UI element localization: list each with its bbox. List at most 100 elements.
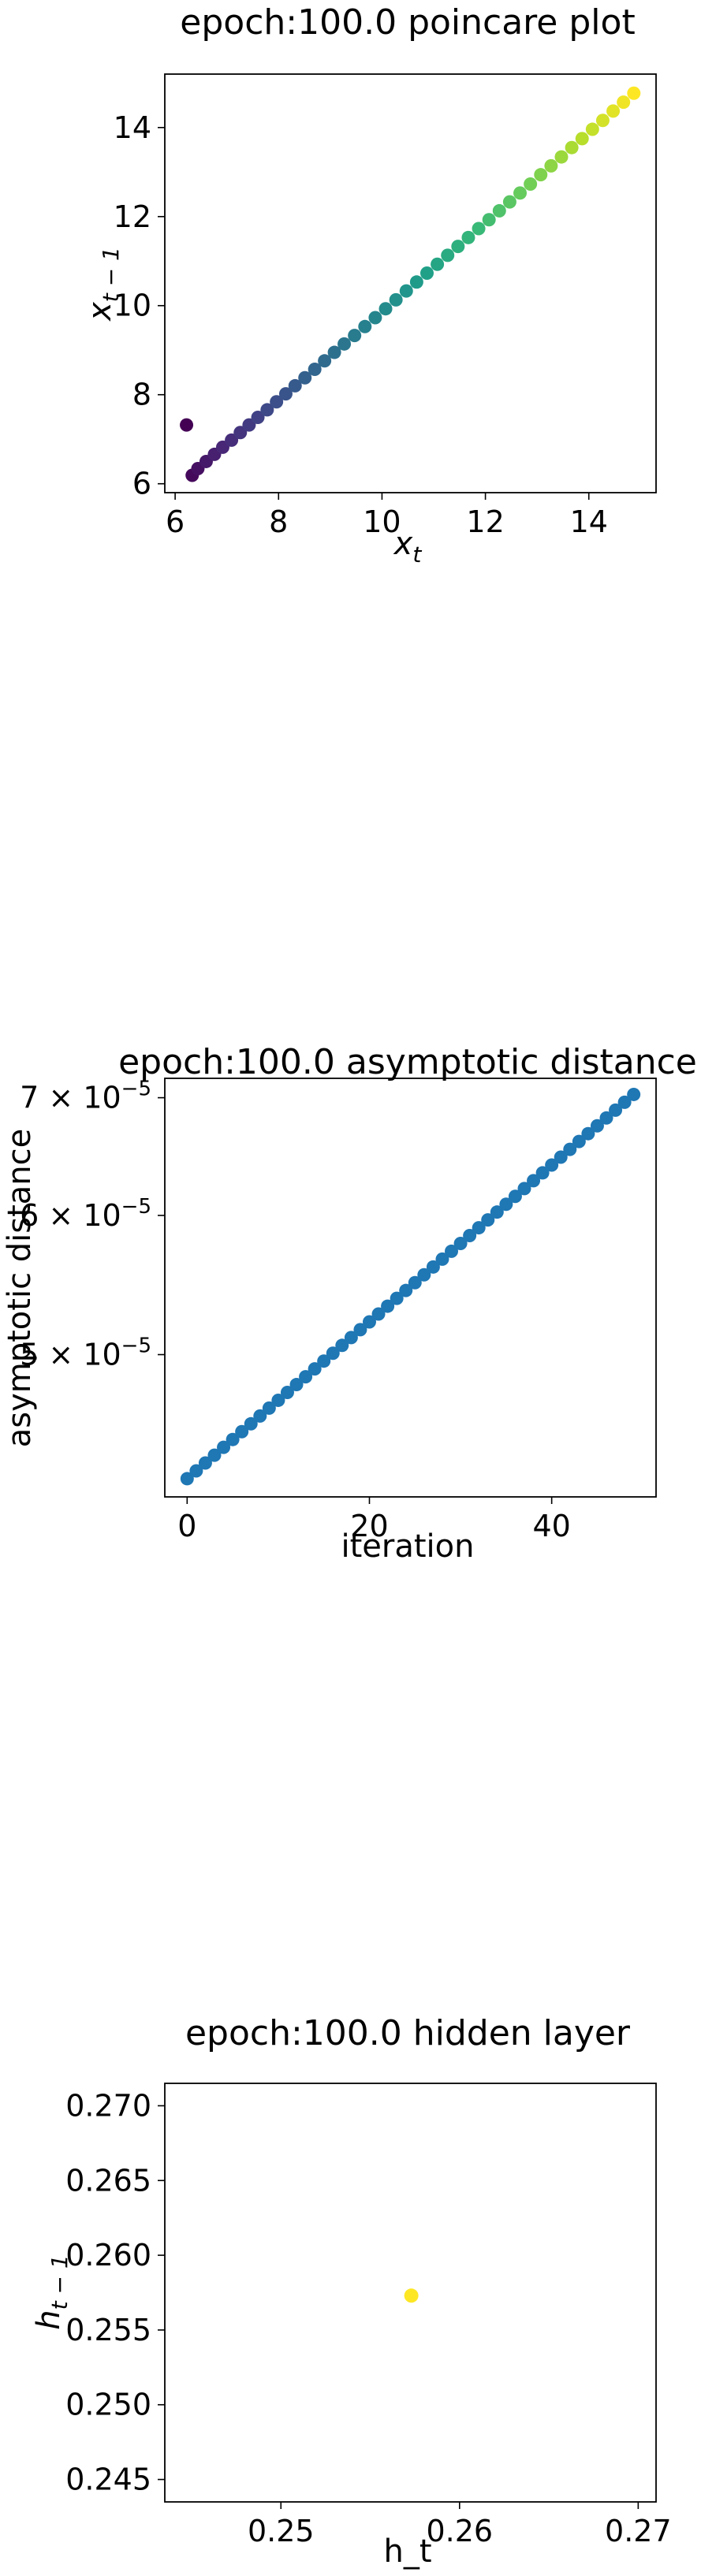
y-axis-label-subscript: t − 1	[98, 247, 124, 302]
data-point	[554, 1150, 568, 1164]
data-point	[399, 284, 413, 298]
data-point	[451, 240, 465, 254]
data-point	[554, 150, 569, 164]
x-tick-label: 0.25	[248, 2514, 315, 2548]
y-tick-label: 0.255	[65, 2313, 151, 2347]
data-point	[381, 1299, 395, 1313]
data-point	[308, 1362, 322, 1376]
data-point	[441, 248, 455, 262]
data-point	[499, 1197, 513, 1212]
data-point	[253, 1409, 267, 1423]
chart-poincare: epoch:100.0 poincare plot 6 8 10 12 14 6 8 10 12…	[82, 2, 657, 568]
data-point	[595, 114, 610, 128]
y-tick-label: 14	[114, 110, 151, 145]
data-point	[585, 122, 599, 136]
y-tick-label: 5 × 10−5	[20, 1335, 151, 1372]
x-tick-label: 0	[177, 1509, 196, 1543]
data-point	[368, 311, 382, 325]
data-point	[563, 1142, 577, 1156]
plot-frame	[164, 2083, 657, 2503]
data-point	[180, 418, 194, 432]
y-tick-label: 12	[114, 199, 151, 234]
data-point	[545, 1158, 559, 1172]
y-tick-label: 6 × 10−5	[20, 1195, 151, 1233]
data-point	[426, 1260, 440, 1274]
data-point	[502, 195, 516, 209]
y-tick-label-exponent: −5	[121, 1195, 151, 1219]
x-tick-label: 14	[570, 504, 608, 539]
x-tick-label: 12	[466, 504, 504, 539]
data-point	[472, 1221, 486, 1235]
data-point	[419, 266, 434, 281]
y-tick-label: 0.265	[65, 2163, 151, 2198]
x-axis-label: h_t	[383, 2533, 431, 2570]
data-point	[389, 292, 403, 307]
data-point	[337, 337, 352, 351]
chart-title: epoch:100.0 hidden layer	[185, 2013, 631, 2053]
plot-frame	[164, 73, 657, 493]
data-point	[358, 319, 372, 333]
data-point	[198, 1456, 212, 1470]
data-point	[399, 1283, 413, 1297]
data-point	[527, 1174, 541, 1188]
data-point	[461, 230, 475, 244]
data-point	[327, 345, 341, 359]
y-tick-label: 0.270	[65, 2088, 151, 2123]
y-axis-label: ht − 1	[31, 2254, 73, 2329]
data-point	[627, 1087, 641, 1101]
data-point	[482, 213, 496, 227]
y-tick-label: 0.245	[65, 2462, 151, 2497]
y-axis-label: asymptotic distance	[2, 1129, 38, 1448]
data-point	[289, 1378, 304, 1392]
x-tick-label: 8	[269, 504, 288, 539]
data-point	[463, 1229, 477, 1243]
chart-title: epoch:100.0 asymptotic distance	[118, 1042, 697, 1082]
data-point	[278, 387, 293, 401]
x-tick-label: 6	[166, 504, 185, 539]
data-point	[517, 1182, 531, 1196]
y-axis-label: xt − 1	[82, 247, 124, 322]
data-point	[362, 1315, 376, 1329]
data-point	[617, 1095, 632, 1109]
data-point	[581, 1126, 595, 1141]
chart-hidden-layer: epoch:100.0 hidden layer 0.25 0.26 0.27 0.2…	[31, 2013, 672, 2570]
y-tick-label: 0.250	[65, 2388, 151, 2422]
data-point	[627, 86, 641, 100]
data-point	[344, 1331, 358, 1345]
data-point	[233, 426, 248, 440]
x-tick-label: 20	[350, 1509, 388, 1543]
x-tick-label: 0.26	[426, 2514, 493, 2548]
data-point	[575, 132, 589, 146]
data-point	[565, 140, 579, 154]
data-point	[404, 2288, 419, 2303]
data-point	[270, 395, 284, 409]
data-point	[251, 411, 265, 425]
data-point	[472, 221, 486, 236]
data-point	[242, 418, 256, 432]
y-tick-label-exponent: −5	[121, 1335, 151, 1358]
data-point	[435, 1252, 449, 1266]
data-point	[326, 1346, 340, 1361]
data-point	[490, 1205, 504, 1219]
plot-frame	[164, 1078, 657, 1498]
data-point	[225, 433, 239, 447]
data-point	[288, 378, 302, 393]
data-point	[534, 168, 548, 182]
x-axis-label: iteration	[341, 1528, 475, 1565]
data-point	[348, 329, 362, 343]
y-tick-label: 7 × 10−5	[20, 1078, 151, 1115]
data-point	[481, 1213, 495, 1227]
data-point	[244, 1416, 258, 1431]
y-axis-label-subscript: t − 1	[47, 2254, 73, 2310]
data-point	[606, 104, 621, 118]
data-point	[445, 1244, 459, 1258]
data-point	[207, 1448, 222, 1462]
data-point	[609, 1103, 623, 1117]
data-point	[353, 1323, 367, 1337]
data-point	[535, 1166, 550, 1180]
x-tick-label: 0.27	[605, 2514, 672, 2548]
data-point	[544, 158, 558, 173]
data-point	[453, 1236, 468, 1250]
data-point	[317, 1354, 331, 1368]
data-point	[617, 95, 631, 110]
